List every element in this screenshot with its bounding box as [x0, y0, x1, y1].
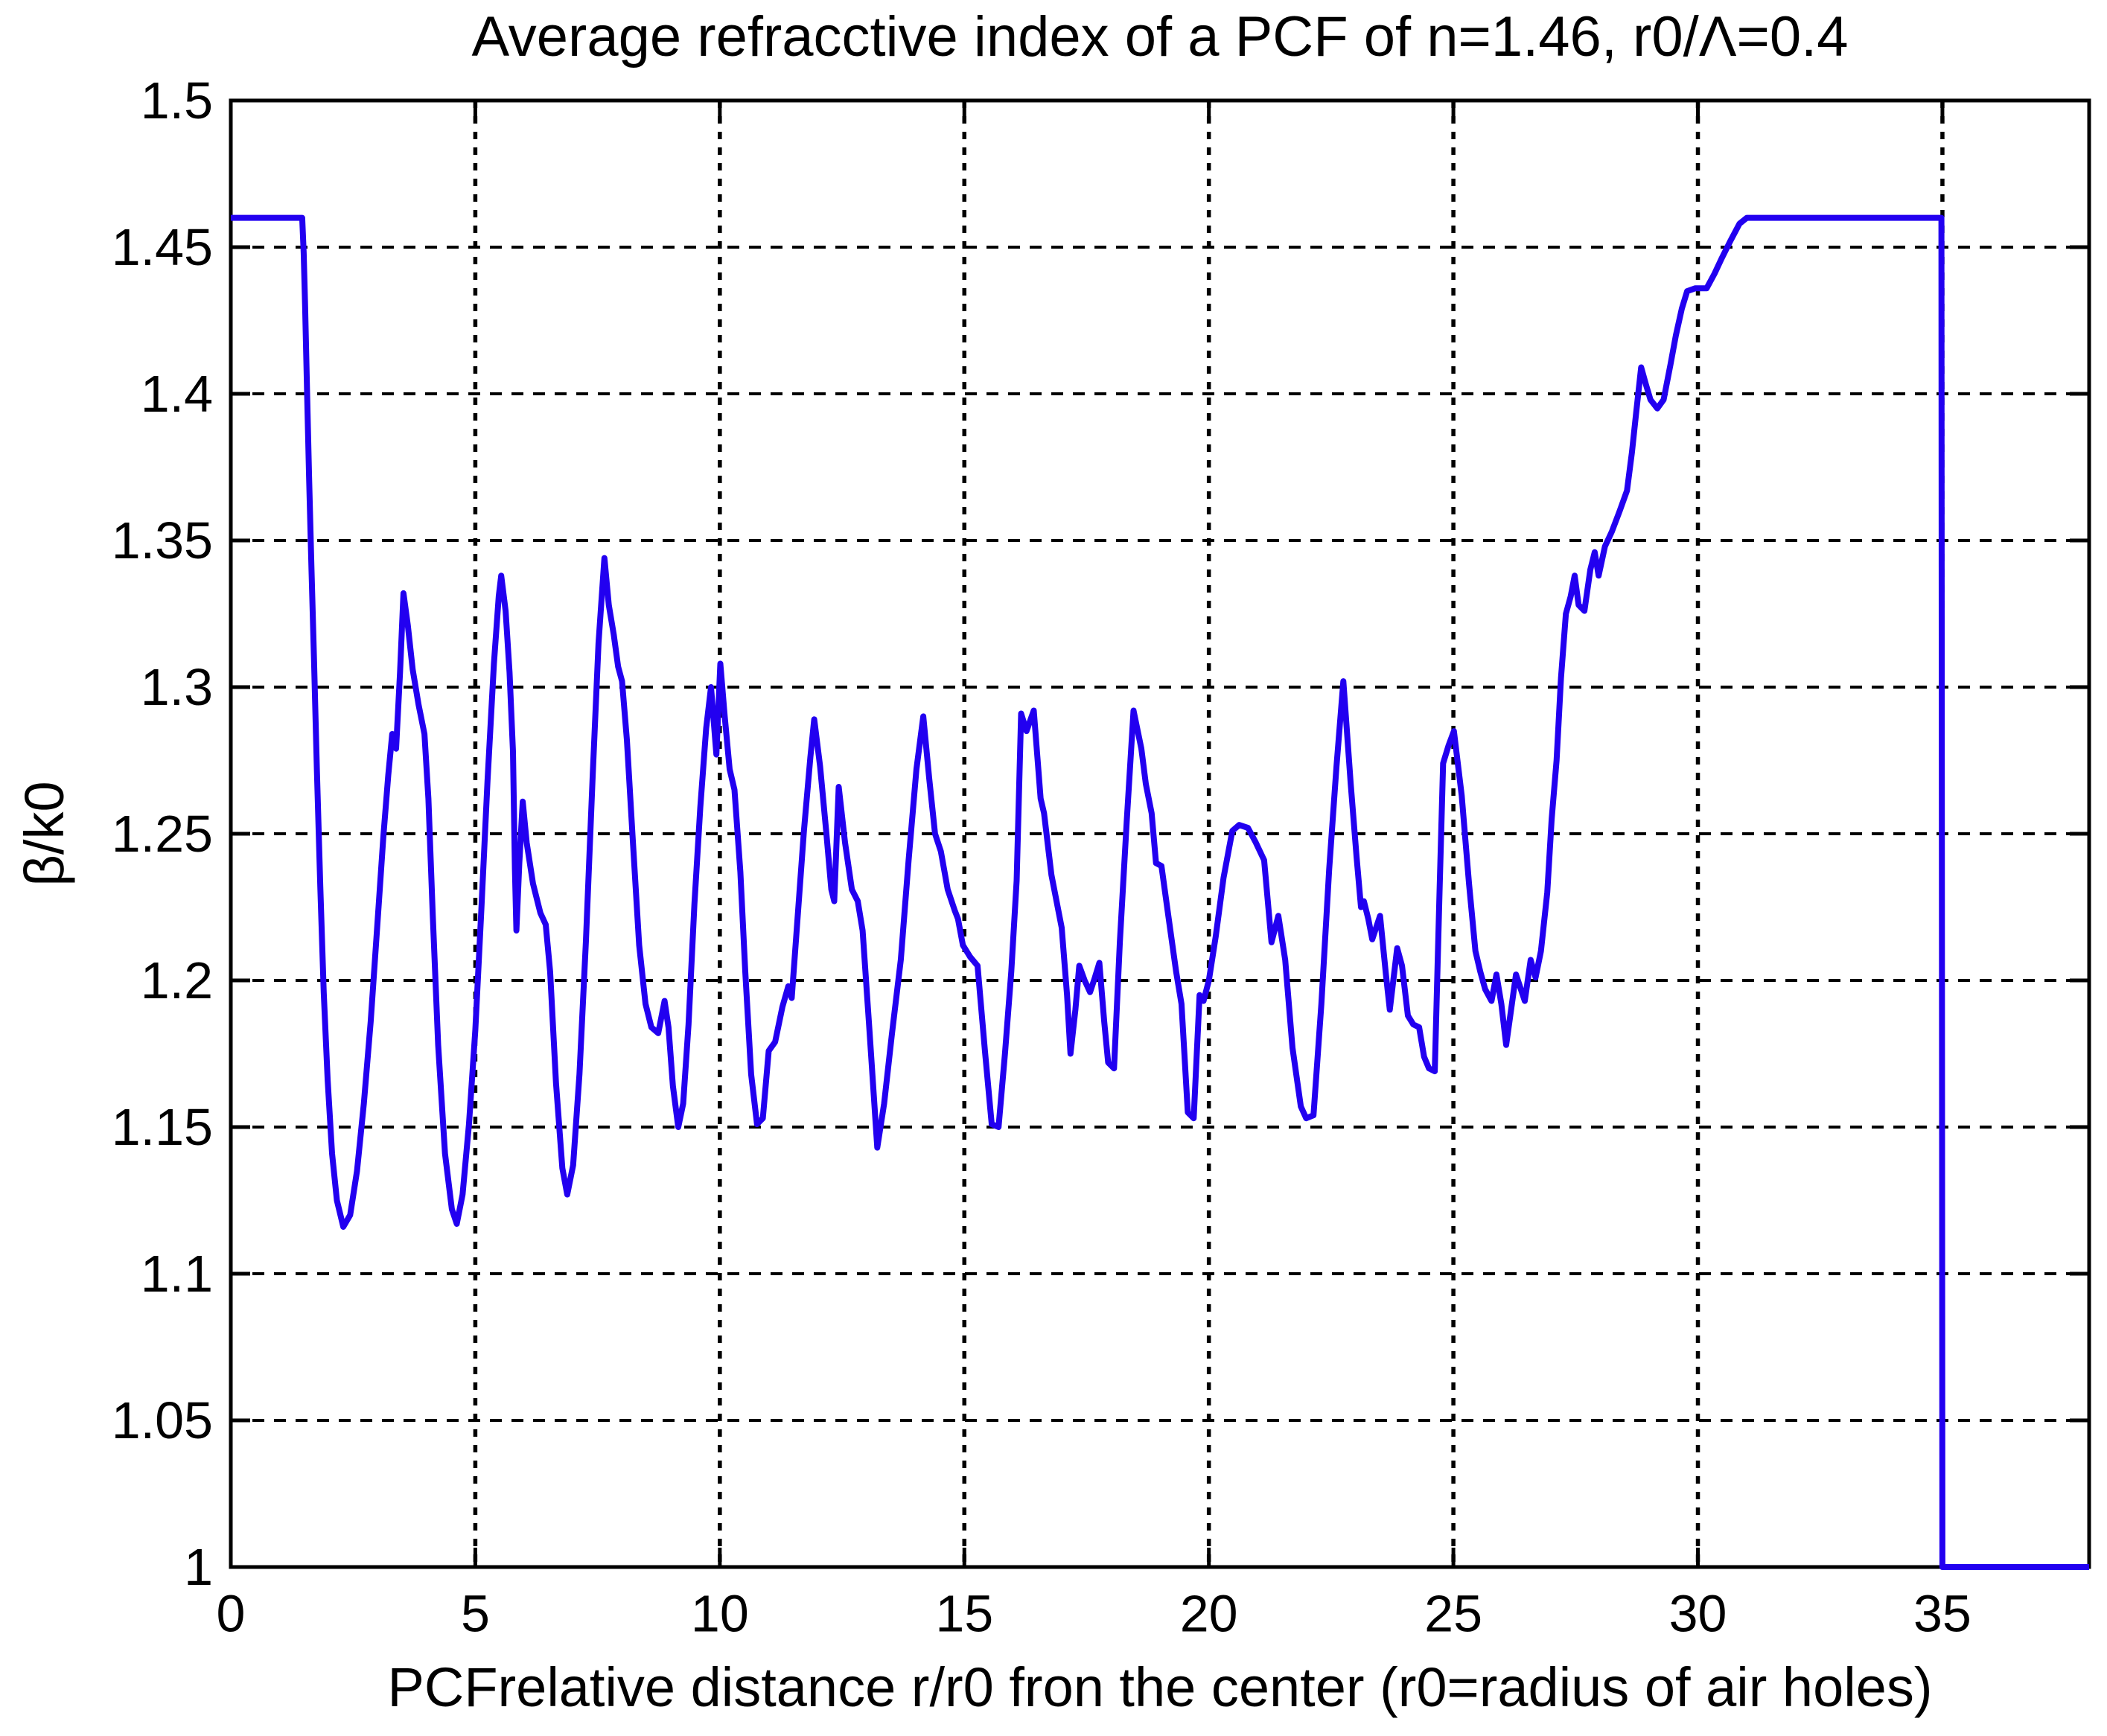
y-tick-label: 1.3	[141, 658, 213, 716]
x-tick-label: 35	[1913, 1584, 1971, 1642]
x-tick-label: 20	[1180, 1584, 1238, 1642]
y-tick-label: 1.2	[141, 951, 213, 1009]
x-tick-label: 25	[1424, 1584, 1482, 1642]
y-tick-label: 1.1	[141, 1245, 213, 1303]
chart-title: Average refracctive index of a PCF of n=…	[471, 5, 1849, 68]
x-axis-label: PCFrelative distance r/r0 fron the cente…	[387, 1656, 1933, 1718]
x-tick-label: 10	[691, 1584, 749, 1642]
y-tick-label: 1.15	[112, 1098, 213, 1156]
data-line	[231, 214, 2089, 1570]
y-tick-label: 1.05	[112, 1391, 213, 1449]
x-tick-label: 30	[1669, 1584, 1727, 1642]
y-tick-label: 1.5	[141, 71, 213, 130]
x-tick-label: 5	[461, 1584, 490, 1642]
y-tick-label: 1.45	[112, 218, 213, 276]
x-tick-label: 0	[217, 1584, 246, 1642]
y-tick-label: 1.25	[112, 805, 213, 863]
x-tick-label: 15	[935, 1584, 993, 1642]
y-tick-label: 1.35	[112, 511, 213, 569]
y-tick-label: 1.4	[141, 365, 213, 423]
y-tick-label: 1	[184, 1538, 213, 1596]
